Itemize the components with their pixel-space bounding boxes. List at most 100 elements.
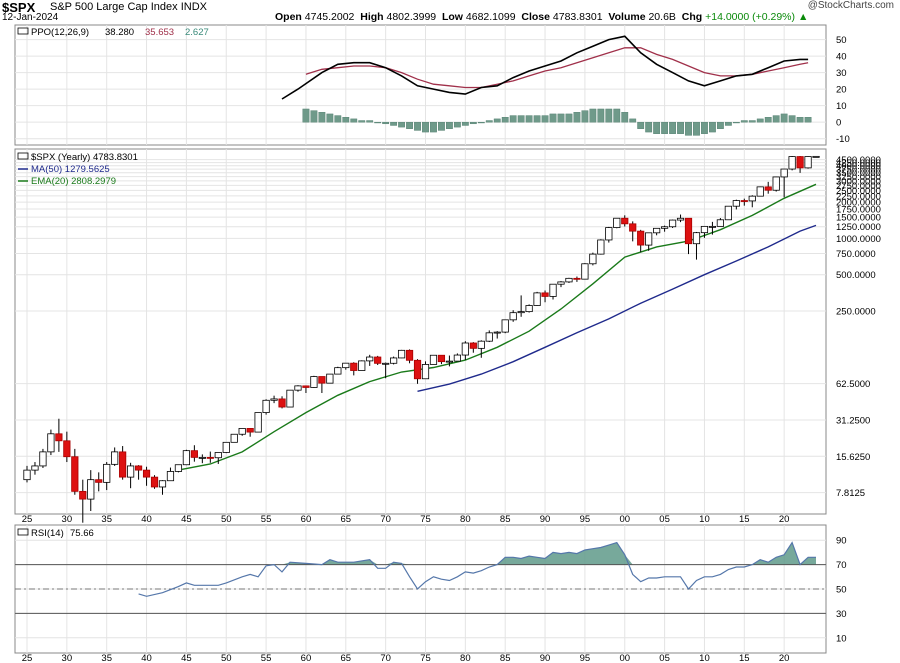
ppo-histogram-bar [326, 113, 334, 123]
ma50-line [417, 224, 817, 392]
ppo-histogram-bar [533, 115, 541, 123]
ppo-histogram-bar [661, 121, 669, 134]
ppo-histogram-bar [525, 115, 533, 123]
x-tick-label: 75 [420, 514, 431, 525]
candle-down [95, 479, 103, 483]
candle-down [79, 490, 87, 500]
x-tick-label-bottom: 90 [540, 653, 551, 663]
ppo-histogram-bar [342, 117, 350, 123]
ppo-histogram-bar [541, 115, 549, 123]
ppo-histogram-bar [310, 110, 318, 123]
price-tick-label: 3000.0000 [836, 176, 881, 187]
price-tick-label: 250.0000 [836, 307, 876, 318]
price-panel [14, 148, 827, 515]
ppo-histogram-bar [517, 115, 525, 123]
candle-up [87, 479, 95, 500]
ppo-histogram-bar [390, 121, 398, 126]
up-arrow-icon: ▲ [797, 11, 809, 23]
x-tick-label: 70 [380, 514, 391, 525]
candle-up [557, 281, 565, 285]
high-value: 4802.3999 [386, 11, 437, 23]
ppo-histogram-bar [350, 118, 358, 123]
ppo-histogram-bar [613, 108, 621, 123]
ppo-histogram-bar [653, 121, 661, 134]
price-tick-label: 1000.0000 [836, 234, 881, 245]
candle-down [629, 223, 637, 232]
price-tick-label: 15.6250 [836, 452, 870, 463]
candle-up [748, 195, 756, 202]
candle-up [756, 186, 764, 197]
ppo-histogram-bar [358, 120, 366, 123]
candle-up [676, 217, 685, 221]
candle-up [565, 277, 573, 283]
candle-down [71, 456, 79, 492]
ppo-histogram-bar [780, 113, 788, 123]
ma50-legend-label: MA(50) 1279.5625 [31, 164, 110, 175]
ppo-histogram-bar [772, 115, 780, 123]
candle-up [589, 253, 597, 265]
price-legend: $SPX (Yearly) 4783.8301 MA(50) 1279.5625… [17, 152, 138, 187]
price-legend-symbol: $SPX (Yearly) 4783.8301 [31, 152, 138, 163]
x-tick-label-bottom: 25 [22, 653, 33, 663]
candle-down [684, 217, 693, 245]
x-tick-label: 95 [580, 514, 591, 525]
x-tick-label-bottom: 55 [261, 653, 272, 663]
x-tick-label: 85 [500, 514, 511, 525]
candle-up [421, 364, 430, 380]
x-tick-label-bottom: 85 [500, 653, 511, 663]
candle-up [23, 469, 31, 481]
price-tick-label: 4250.0000 [836, 158, 881, 169]
candle-down [413, 359, 422, 380]
rsi-tick-label: 50 [836, 585, 847, 596]
price-tick-label: 7.8125 [836, 488, 865, 499]
candle-down [469, 342, 477, 349]
candle-up [732, 200, 740, 207]
price-tick-label: 500.0000 [836, 270, 876, 281]
ppo-hist-value: 2.627 [185, 27, 209, 38]
candle-up [39, 451, 47, 467]
price-legend-swatch [17, 152, 29, 160]
ppo-histogram-bar [469, 121, 477, 125]
x-tick-label-bottom: 30 [62, 653, 73, 663]
candle-up [700, 225, 709, 234]
ppo-legend-label: PPO(12,26,9) [31, 27, 89, 38]
ppo-tick-label: 0 [836, 118, 841, 129]
candle-up [812, 155, 820, 158]
rsi-legend-value: 75.66 [70, 528, 94, 539]
candle-up [804, 156, 812, 169]
ppo-histogram-bar [581, 110, 589, 123]
ppo-histogram-bar [406, 121, 413, 129]
ppo-histogram-bar [716, 121, 724, 129]
ppo-histogram-bar [732, 121, 740, 124]
ppo-tick-label: 40 [836, 52, 847, 63]
ppo-histogram-bar [302, 108, 310, 123]
candle-up [501, 319, 509, 333]
price-tick-label: 2250.0000 [836, 191, 881, 202]
low-label: Low [441, 11, 463, 23]
ppo-tick-label: -10 [836, 134, 850, 145]
candle-up [509, 312, 517, 321]
ppo-histogram-bar [788, 115, 796, 123]
candle-up [597, 239, 605, 255]
ppo-histogram-bar [685, 121, 692, 136]
chg-label: Chg [681, 11, 703, 23]
x-tick-label: 05 [659, 514, 670, 525]
candle-down [134, 465, 143, 471]
x-tick-label: 80 [460, 514, 471, 525]
candle-down [374, 356, 382, 364]
candle-up [716, 219, 724, 227]
candle-up [382, 362, 390, 365]
ppo-tick-label: 50 [836, 35, 847, 46]
ppo-histogram-bar [438, 121, 445, 131]
price-tick-label: 1500.0000 [836, 213, 881, 224]
volume-value: 20.6B [648, 11, 676, 23]
ppo-tick-label: 10 [836, 101, 847, 112]
candle-up [238, 428, 246, 435]
ppo-histogram-bar [430, 121, 437, 133]
candle-up [270, 398, 278, 401]
candle-up [453, 354, 461, 362]
volume-label: Volume [608, 11, 646, 23]
candle-up [429, 354, 438, 365]
candle-down [437, 354, 446, 363]
